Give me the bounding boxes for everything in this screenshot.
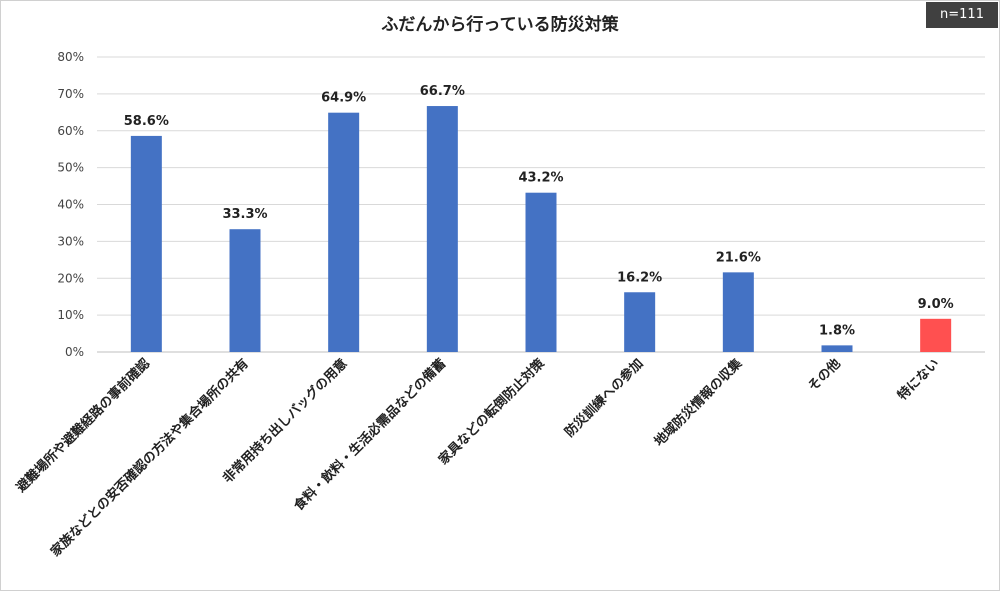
y-tick-label: 0%	[65, 345, 84, 359]
y-tick-label: 50%	[57, 161, 84, 175]
category-label: 食料・飲料・生活必需品などの備蓄	[291, 356, 449, 514]
bar	[426, 106, 458, 352]
chart-title: ふだんから行っている防災対策	[381, 15, 619, 35]
category-label: 家族などとの安否確認の方法や集合場所の共有	[48, 356, 252, 560]
category-label: 家具などの転倒防止対策	[435, 355, 548, 468]
bar	[722, 272, 754, 352]
bar	[920, 318, 952, 352]
y-tick-label: 20%	[57, 271, 84, 285]
data-label: 43.2%	[518, 171, 563, 186]
data-label: 9.0%	[918, 297, 954, 312]
bar	[624, 292, 656, 352]
category-label: 地域防災情報の収集	[651, 355, 746, 450]
data-label: 1.8%	[819, 323, 855, 338]
y-tick-label: 60%	[57, 124, 84, 138]
y-tick-label: 10%	[57, 308, 84, 322]
data-label: 64.9%	[321, 91, 366, 106]
bar	[525, 192, 557, 352]
y-tick-label: 70%	[57, 87, 84, 101]
y-tick-label: 80%	[57, 50, 84, 64]
data-label: 33.3%	[222, 207, 267, 222]
bar	[821, 345, 853, 352]
y-tick-label: 40%	[57, 198, 84, 212]
data-label: 21.6%	[716, 250, 761, 265]
category-label: 特にない	[894, 356, 942, 404]
bar	[328, 112, 360, 353]
y-tick-label: 30%	[57, 234, 84, 248]
category-label: 防災訓練への参加	[562, 356, 647, 441]
data-label: 66.7%	[420, 84, 465, 99]
bar	[229, 229, 261, 352]
data-label: 58.6%	[124, 114, 169, 129]
data-label: 16.2%	[617, 270, 662, 285]
sample-size-badge: n=111	[926, 2, 998, 28]
category-label: その他	[805, 356, 844, 395]
bar	[130, 135, 162, 352]
